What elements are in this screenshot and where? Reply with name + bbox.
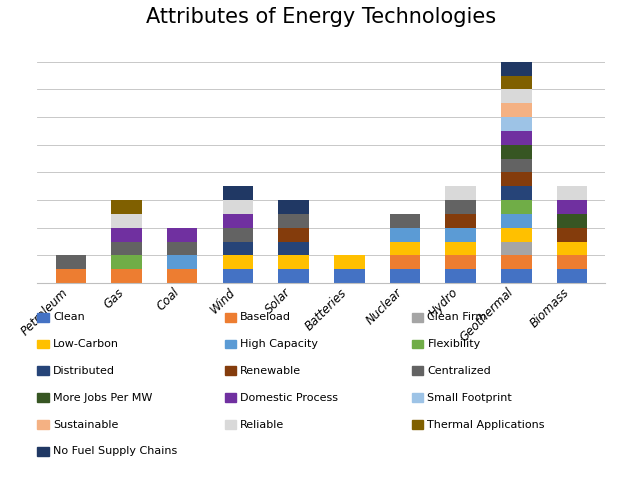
Bar [278, 242, 309, 255]
Text: More Jobs Per MW: More Jobs Per MW [53, 393, 152, 403]
Text: No Fuel Supply Chains: No Fuel Supply Chains [53, 447, 177, 456]
Bar [557, 255, 587, 269]
Bar [501, 103, 532, 117]
Bar [56, 255, 86, 269]
Text: Distributed: Distributed [53, 366, 115, 376]
Bar [501, 214, 532, 228]
Bar [501, 228, 532, 242]
Bar [501, 159, 532, 172]
Bar [446, 255, 476, 269]
Bar [389, 214, 420, 228]
Bar [501, 131, 532, 145]
Bar [501, 255, 532, 269]
Text: Renewable: Renewable [240, 366, 301, 376]
Bar [389, 269, 420, 283]
Text: Sustainable: Sustainable [53, 420, 119, 429]
Bar [446, 200, 476, 214]
Bar [389, 242, 420, 255]
Bar [223, 242, 253, 255]
Bar [501, 186, 532, 200]
Bar [223, 214, 253, 228]
Bar [223, 269, 253, 283]
Bar [278, 214, 309, 228]
Text: High Capacity: High Capacity [240, 339, 318, 349]
Bar [446, 228, 476, 242]
Text: Clean Firm: Clean Firm [427, 312, 487, 322]
Text: Reliable: Reliable [240, 420, 285, 429]
Bar [56, 269, 86, 283]
Bar [501, 145, 532, 159]
Bar [446, 214, 476, 228]
Title: Attributes of Energy Technologies: Attributes of Energy Technologies [146, 7, 497, 27]
Bar [501, 117, 532, 131]
Text: Domestic Process: Domestic Process [240, 393, 338, 403]
Bar [111, 269, 142, 283]
Bar [389, 228, 420, 242]
Text: Low-Carbon: Low-Carbon [53, 339, 119, 349]
Bar [557, 186, 587, 200]
Bar [501, 242, 532, 255]
Bar [223, 200, 253, 214]
Bar [557, 214, 587, 228]
Bar [501, 172, 532, 186]
Text: Centralized: Centralized [427, 366, 491, 376]
Bar [446, 269, 476, 283]
Bar [557, 269, 587, 283]
Bar [278, 269, 309, 283]
Bar [557, 242, 587, 255]
Bar [501, 200, 532, 214]
Bar [223, 228, 253, 242]
Text: Clean: Clean [53, 312, 85, 322]
Bar [167, 228, 197, 242]
Bar [223, 255, 253, 269]
Bar [501, 76, 532, 89]
Bar [501, 62, 532, 76]
Bar [278, 255, 309, 269]
Bar [501, 269, 532, 283]
Bar [167, 255, 197, 269]
Bar [223, 186, 253, 200]
Bar [389, 255, 420, 269]
Bar [111, 214, 142, 228]
Text: Baseload: Baseload [240, 312, 291, 322]
Text: Small Footprint: Small Footprint [427, 393, 512, 403]
Bar [111, 200, 142, 214]
Bar [278, 200, 309, 214]
Bar [278, 228, 309, 242]
Bar [167, 269, 197, 283]
Bar [446, 186, 476, 200]
Text: Flexibility: Flexibility [427, 339, 480, 349]
Bar [111, 228, 142, 242]
Bar [334, 255, 364, 269]
Bar [167, 242, 197, 255]
Bar [501, 89, 532, 103]
Bar [557, 228, 587, 242]
Bar [557, 200, 587, 214]
Bar [334, 269, 364, 283]
Text: Thermal Applications: Thermal Applications [427, 420, 545, 429]
Bar [111, 255, 142, 269]
Bar [446, 242, 476, 255]
Bar [111, 242, 142, 255]
